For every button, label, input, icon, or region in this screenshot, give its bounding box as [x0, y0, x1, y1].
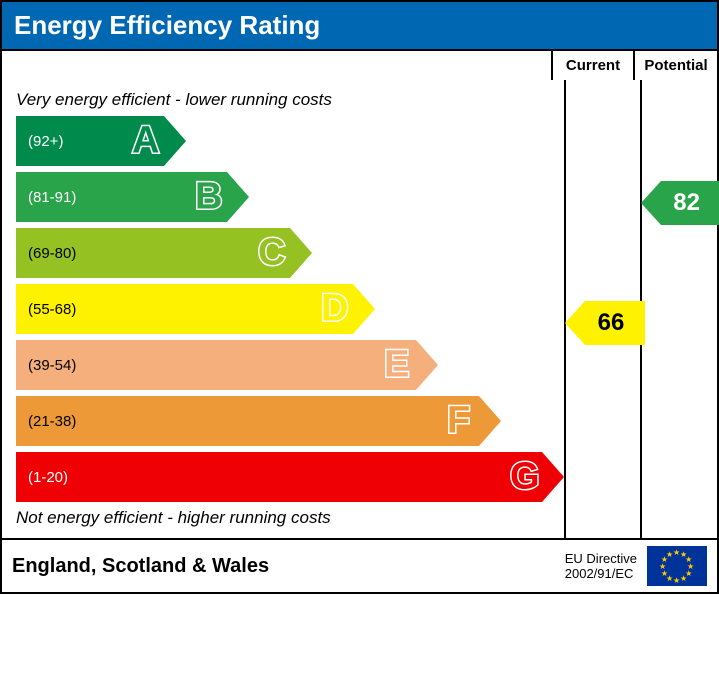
pointer-value: 82: [661, 181, 719, 225]
footer-region: England, Scotland & Wales: [12, 555, 269, 578]
band-letter: E: [384, 344, 409, 387]
column-current: 66: [566, 80, 642, 538]
band-c: (69-80) C: [16, 228, 312, 278]
band-shape: [16, 340, 438, 390]
eu-star: ★: [673, 576, 680, 585]
directive-line1: EU Directive: [565, 551, 637, 566]
band-range: (1-20): [28, 469, 68, 486]
footer: England, Scotland & Wales EU Directive 2…: [2, 538, 717, 592]
band-letter: F: [447, 400, 470, 443]
pointer-tip: [641, 181, 661, 225]
directive-text: EU Directive 2002/91/EC: [565, 551, 637, 581]
band-range: (21-38): [28, 413, 76, 430]
band-range: (92+): [28, 133, 63, 150]
pointer-potential: 82: [641, 181, 719, 225]
desc-efficient: Very energy efficient - lower running co…: [16, 90, 564, 110]
pointer-tip: [565, 301, 585, 345]
band-range: (81-91): [28, 189, 76, 206]
footer-directive: EU Directive 2002/91/EC ★★★★★★★★★★★★: [565, 546, 707, 586]
band-d: (55-68) D: [16, 284, 375, 334]
pointer-value: 66: [585, 301, 645, 345]
band-range: (55-68): [28, 301, 76, 318]
title-bar: Energy Efficiency Rating: [2, 2, 717, 49]
column-potential: 82: [642, 80, 717, 538]
epc-container: Energy Efficiency Rating Current Potenti…: [0, 0, 719, 594]
header-row: Current Potential: [2, 49, 717, 80]
desc-inefficient: Not energy efficient - higher running co…: [16, 508, 564, 528]
eu-star: ★: [680, 574, 687, 583]
eu-star: ★: [666, 550, 673, 559]
band-e: (39-54) E: [16, 340, 438, 390]
band-f: (21-38) F: [16, 396, 501, 446]
band-letter: D: [321, 288, 348, 331]
band-letter: C: [258, 232, 285, 275]
band-letter: A: [132, 120, 159, 163]
band-a: (92+) A: [16, 116, 186, 166]
eu-flag-icon: ★★★★★★★★★★★★: [647, 546, 707, 586]
band-range: (39-54): [28, 357, 76, 374]
directive-line2: 2002/91/EC: [565, 566, 637, 581]
header-spacer: [2, 51, 553, 80]
header-potential: Potential: [635, 51, 717, 80]
band-letter: B: [195, 176, 222, 219]
pointer-current: 66: [565, 301, 645, 345]
band-range: (69-80): [28, 245, 76, 262]
bands-area: Very energy efficient - lower running co…: [2, 80, 566, 538]
title-text: Energy Efficiency Rating: [14, 10, 320, 40]
header-current: Current: [553, 51, 635, 80]
band-b: (81-91) B: [16, 172, 249, 222]
band-shape: [16, 396, 501, 446]
band-shape: [16, 452, 564, 502]
band-g: (1-20) G: [16, 452, 564, 502]
body-row: Very energy efficient - lower running co…: [2, 80, 717, 538]
band-letter: G: [510, 456, 540, 499]
